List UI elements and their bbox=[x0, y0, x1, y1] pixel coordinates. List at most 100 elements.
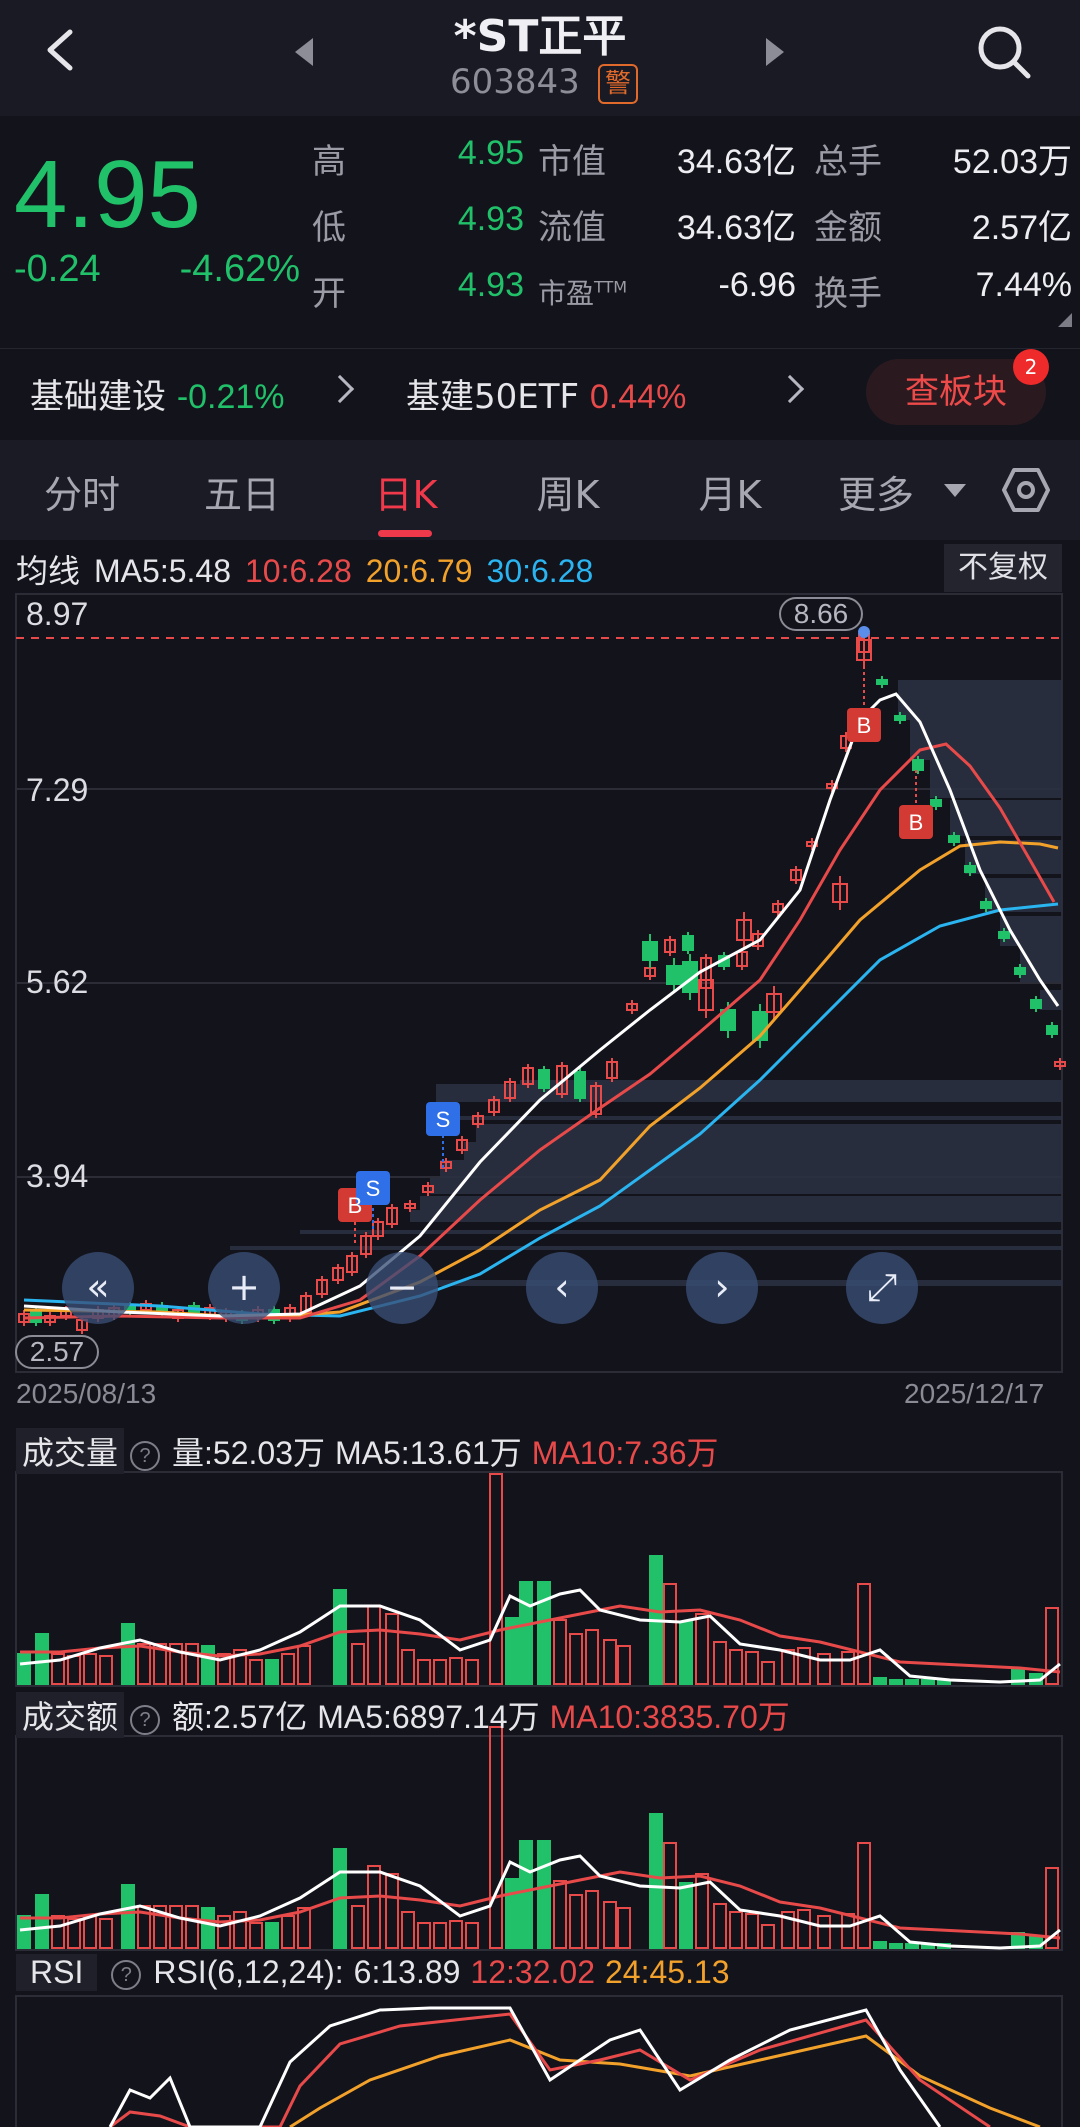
candlesticks bbox=[18, 630, 1066, 1334]
candle-body bbox=[1030, 999, 1042, 1009]
date-end: 2025/12/17 bbox=[904, 1378, 1045, 1409]
high-marker-box bbox=[779, 597, 863, 631]
candle-body bbox=[790, 869, 802, 881]
amount-bar bbox=[873, 1941, 887, 1949]
tab-more[interactable]: 更多 bbox=[837, 473, 914, 517]
amount-bar bbox=[297, 1907, 311, 1949]
tab-intraday[interactable]: 分时 bbox=[43, 473, 120, 517]
rsi6-line bbox=[108, 2006, 942, 2127]
help-icon[interactable]: ? bbox=[111, 1960, 142, 1990]
candle-body bbox=[332, 1267, 344, 1281]
volume-bar bbox=[761, 1661, 775, 1685]
candle-body bbox=[456, 1139, 468, 1151]
settings-icon[interactable] bbox=[1002, 466, 1050, 514]
amount-frame bbox=[15, 1735, 1063, 1951]
amount-bar bbox=[679, 1882, 693, 1949]
tab-five-day[interactable]: 五日 bbox=[203, 473, 280, 517]
amount-bar bbox=[505, 1878, 519, 1949]
tab-daily-k[interactable]: 日K bbox=[374, 473, 438, 517]
candle-body bbox=[682, 961, 698, 993]
volume-bar bbox=[153, 1643, 167, 1685]
volume-bar bbox=[519, 1581, 533, 1685]
price-change: -0.24 bbox=[14, 248, 101, 290]
amount-bar bbox=[781, 1911, 795, 1949]
volume-bar bbox=[585, 1629, 599, 1685]
ma20-value: 20:6.79 bbox=[365, 553, 473, 589]
candle-body bbox=[504, 1081, 516, 1099]
mktcap-value: 34.63亿 bbox=[676, 143, 796, 181]
chevron-right-icon[interactable] bbox=[325, 374, 355, 404]
chevron-right-icon[interactable] bbox=[775, 374, 805, 404]
volume-profile-bar bbox=[450, 1116, 1062, 1120]
amount-bar bbox=[281, 1915, 295, 1949]
rsi-frame bbox=[15, 1995, 1063, 2127]
volume-panel-name[interactable]: 成交量 bbox=[16, 1428, 125, 1474]
candle-body bbox=[806, 841, 818, 847]
tab-monthly-k[interactable]: 月K bbox=[698, 473, 762, 517]
candle-body bbox=[590, 1085, 602, 1115]
back-chevron-icon[interactable] bbox=[42, 28, 78, 72]
help-icon[interactable]: ? bbox=[130, 1441, 161, 1471]
volume-bar bbox=[537, 1581, 551, 1685]
volume-bar bbox=[817, 1653, 831, 1685]
sector-link-2[interactable]: 基建50ETF 0.44% bbox=[406, 377, 687, 417]
volume-bar bbox=[905, 1679, 919, 1685]
stock-code: 603843 bbox=[450, 62, 580, 102]
price-axis-label: 8.97 bbox=[26, 596, 89, 632]
volume-bar bbox=[297, 1645, 311, 1685]
rsi12-line bbox=[109, 2012, 991, 2127]
signal-markers bbox=[338, 660, 933, 1245]
zoom-out-button[interactable]: − bbox=[366, 1252, 438, 1324]
scroll-to-start-button[interactable]: « bbox=[62, 1252, 134, 1324]
volume-ma10: MA10:7.36万 bbox=[531, 1435, 719, 1471]
help-icon[interactable]: ? bbox=[130, 1705, 161, 1735]
volume-bar bbox=[745, 1651, 759, 1685]
candle-body bbox=[574, 1071, 586, 1099]
search-icon[interactable] bbox=[976, 24, 1032, 80]
expand-corner-icon[interactable] bbox=[1058, 313, 1072, 327]
kline-chart-area[interactable]: B S S B B 8.66 2.57 bbox=[0, 590, 1080, 2127]
amount-panel-name[interactable]: 成交额 bbox=[16, 1692, 125, 1738]
prev-stock-triangle-icon[interactable] bbox=[295, 38, 313, 66]
amount-header: 成交额? 额:2.57亿 MA5:6897.14万 MA10:3835.70万 bbox=[16, 1692, 790, 1738]
price-axis-label: 5.62 bbox=[26, 964, 89, 1000]
volume-profile-bar bbox=[300, 1230, 1062, 1234]
candle-body bbox=[998, 931, 1010, 939]
amount-bar bbox=[367, 1865, 381, 1949]
zoom-in-button[interactable]: + bbox=[208, 1252, 280, 1324]
next-stock-triangle-icon[interactable] bbox=[766, 38, 784, 66]
volume-ma5-line bbox=[19, 1588, 1061, 1684]
volume-bar bbox=[249, 1659, 263, 1685]
amount-bar bbox=[603, 1901, 617, 1949]
candle-body bbox=[1054, 1061, 1066, 1067]
tab-weekly-k[interactable]: 周K bbox=[536, 473, 600, 517]
candle-body bbox=[1014, 967, 1026, 975]
volume-bar bbox=[51, 1653, 65, 1685]
volume-profile-bar bbox=[464, 1142, 1062, 1160]
amount-value: 2.57亿 bbox=[971, 209, 1072, 247]
volume-bar bbox=[185, 1643, 199, 1685]
caret-down-icon[interactable] bbox=[944, 484, 966, 497]
candle-body bbox=[440, 1161, 452, 1169]
amount-bar bbox=[617, 1907, 631, 1949]
sector-link-1[interactable]: 基础建设 -0.21% bbox=[30, 377, 285, 417]
float-label: 流值 bbox=[538, 208, 606, 248]
fullscreen-button[interactable]: ⤢ bbox=[846, 1252, 918, 1324]
scroll-right-button[interactable]: › bbox=[686, 1252, 758, 1324]
volume-profile-bar bbox=[898, 680, 1062, 720]
candle-body bbox=[626, 1003, 638, 1011]
volume-label: 总手 bbox=[814, 142, 882, 182]
rsi12-value: 12:32.02 bbox=[470, 1954, 595, 1990]
turnover-label: 换手 bbox=[814, 274, 882, 314]
candle-body bbox=[666, 965, 682, 985]
volume-bar bbox=[137, 1643, 151, 1685]
amount-bar bbox=[649, 1813, 663, 1949]
volume-profile-bar bbox=[1020, 946, 1062, 982]
board-count-badge: 2 bbox=[1013, 349, 1049, 385]
rsi-panel-name[interactable]: RSI bbox=[16, 1954, 98, 1991]
ma5-value: MA5:5.48 bbox=[94, 553, 231, 589]
amount-bar bbox=[249, 1922, 263, 1949]
volume-bar bbox=[333, 1589, 347, 1685]
adjust-mode-button[interactable]: 不复权 bbox=[944, 544, 1062, 592]
scroll-left-button[interactable]: ‹ bbox=[526, 1252, 598, 1324]
